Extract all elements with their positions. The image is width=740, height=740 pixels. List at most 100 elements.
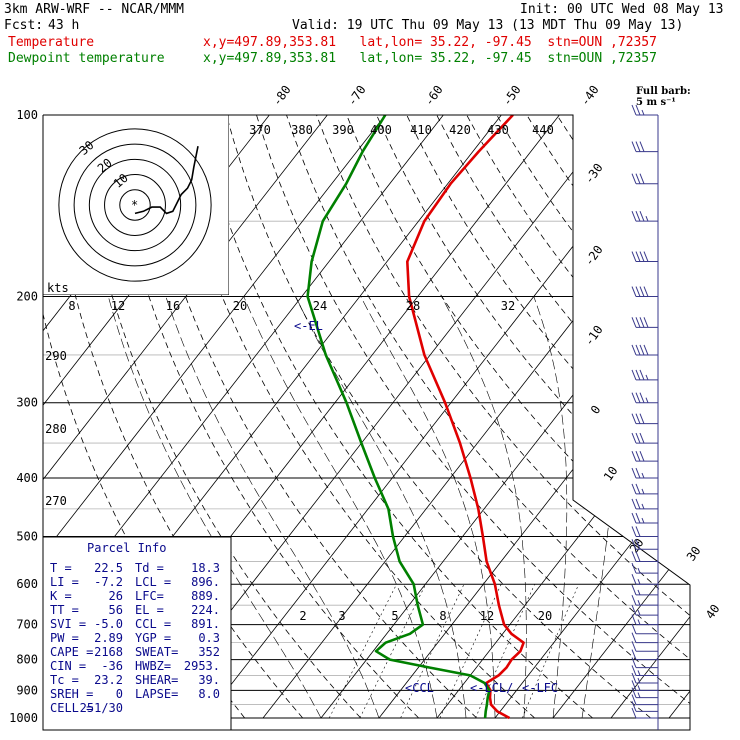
theta-label: 400 (370, 123, 392, 137)
mixing-ratio-line (439, 584, 502, 719)
isotherm (610, 115, 690, 719)
barb-full (635, 286, 641, 297)
level-marker: <-LFC (522, 681, 558, 695)
barb-half (637, 692, 641, 698)
isotherm-label: 0 (588, 403, 604, 417)
parcel-field: -36 (101, 659, 123, 673)
level-marker: <CCL (405, 681, 434, 695)
barb-full (639, 344, 645, 356)
barb-half (637, 579, 641, 585)
pressure-tick-label: 600 (16, 577, 38, 591)
barb-full (631, 413, 637, 424)
barb-full (635, 483, 641, 495)
wind-barb (631, 707, 658, 719)
mixing-ratio-label: 3 (338, 609, 345, 623)
parcel-field: 39. (198, 673, 220, 687)
barb-full (635, 210, 641, 222)
isotherm (436, 115, 690, 719)
init-time: Init: 00 UTC Wed 08 May 13 (520, 2, 724, 17)
hodograph-ring (58, 128, 212, 282)
dewpoint-legend: Dewpoint temperature (8, 51, 165, 66)
isotherm-label: -30 (582, 161, 606, 187)
isotherm-label: -80 (270, 83, 294, 109)
mixing-ratio-line (359, 584, 426, 719)
wind-barb (631, 623, 658, 635)
dry-adiabat (226, 115, 651, 719)
barb-full (631, 632, 637, 643)
parcel-field: LFC= (135, 589, 164, 603)
barb-full (635, 104, 641, 116)
barb-full (631, 467, 637, 479)
theta-label: 290 (45, 349, 67, 363)
barb-full (631, 369, 637, 381)
barb-full (635, 432, 641, 444)
parcel-field: K = (50, 589, 72, 603)
model-title: 3km ARW-WRF -- NCAR/MMM (4, 2, 185, 17)
dry-adiabat (165, 115, 535, 719)
barb-full (631, 649, 637, 660)
wind-barb (631, 467, 658, 479)
barb-full (631, 694, 637, 705)
isotherm-label: 30 (684, 544, 704, 564)
parcel-field: 896. (191, 575, 220, 589)
parcel-field: 2953. (184, 659, 220, 673)
barb-full (643, 344, 649, 356)
dry-adiabat (286, 115, 690, 719)
theta-label: 430 (487, 123, 509, 137)
theta-label: 410 (410, 123, 432, 137)
barb-full (631, 141, 637, 152)
temperature-profile (406, 115, 525, 720)
barb-half (641, 488, 645, 495)
barb-half (645, 397, 649, 403)
wind-barb (631, 210, 658, 222)
isotherm (43, 115, 328, 719)
parcel-field: 56 (109, 603, 123, 617)
barb-full (631, 604, 637, 616)
parcel-field: SWEAT= (135, 645, 178, 659)
barb-full (635, 173, 641, 184)
moist-adiabat (581, 296, 622, 719)
hodograph-trace (134, 146, 199, 215)
barb-full (631, 641, 637, 652)
isotherm-label: -40 (578, 83, 602, 109)
barb-full (635, 369, 641, 381)
barb-half (641, 503, 645, 510)
isotherm-label: -50 (500, 83, 524, 109)
barb-full (631, 584, 637, 596)
barb-full (635, 141, 641, 152)
barb-full (635, 551, 641, 562)
isotherm (320, 115, 690, 719)
barb-full (631, 707, 637, 719)
barb-full (631, 680, 637, 691)
barb-full (631, 392, 637, 403)
barb-full (631, 657, 637, 668)
moist-adiabat (441, 296, 527, 719)
barb-full (635, 413, 641, 424)
pressure-tick-label: 200 (16, 290, 38, 304)
barb-full (635, 539, 641, 550)
isotherm-label: -10 (582, 323, 606, 349)
wind-barb (631, 649, 658, 661)
barb-half (637, 600, 641, 606)
dry-adiabat (135, 115, 477, 719)
barb-full (631, 614, 637, 625)
parcel-field: LAPSE= (135, 687, 178, 701)
barb-half (637, 589, 641, 596)
mixing-ratio-label: 5 (391, 609, 398, 623)
mixing-ratio-label: 20 (233, 299, 247, 313)
parcel-field: SHEAR= (135, 673, 178, 687)
barb-half (641, 109, 645, 116)
dry-adiabat (616, 115, 690, 719)
barb-full (643, 317, 649, 328)
parcel-field: 2168 (94, 645, 123, 659)
parcel-field: 891. (191, 617, 220, 631)
mixing-ratio-label: 8 (439, 609, 446, 623)
barb-full (631, 539, 637, 550)
wind-barb (631, 614, 658, 626)
barb-full (631, 483, 637, 495)
barb-full (643, 286, 649, 297)
parcel-field: HWBZ= (135, 659, 171, 673)
pressure-tick-label: 700 (16, 618, 38, 632)
